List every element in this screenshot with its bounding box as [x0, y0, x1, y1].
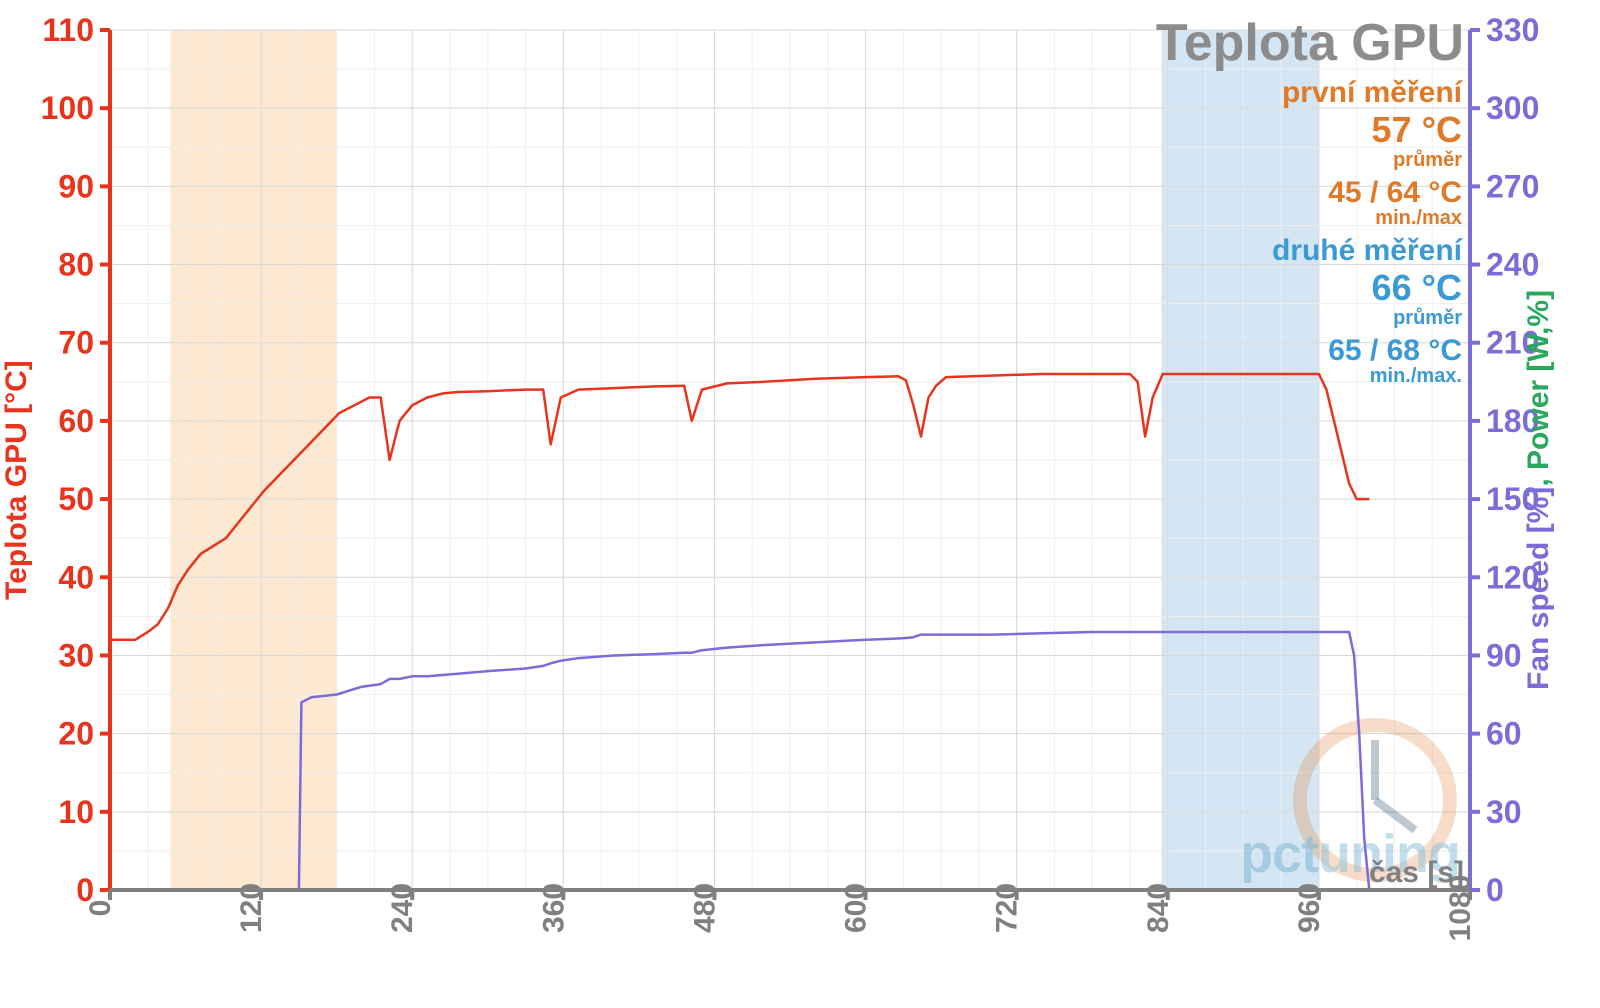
second-measurement-stats-minmax: 65 / 68 °C	[1328, 334, 1462, 367]
chart-svg: pctuning01020304050607080901001100306090…	[0, 0, 1600, 1008]
second-measurement-stats-header: druhé měření	[1272, 234, 1464, 267]
y-right-tick-label: 90	[1486, 637, 1522, 673]
gpu-temperature-chart: pctuning01020304050607080901001100306090…	[0, 0, 1600, 1008]
y-left-tick-label: 70	[58, 325, 94, 361]
y-left-tick-label: 100	[41, 90, 94, 126]
x-axis-title: čas [s]	[1369, 856, 1464, 889]
second-measurement-stats-minmax-label: min./max.	[1370, 365, 1462, 387]
y-left-tick-label: 80	[58, 247, 94, 283]
x-tick-label: 120	[235, 883, 268, 933]
first-measurement-stats-avg-label: průměr	[1393, 149, 1462, 171]
x-tick-label: 0	[84, 900, 117, 917]
x-tick-label: 840	[1142, 883, 1175, 933]
y-right-axis-title: Fan speed [%], Power [W,%]	[1522, 290, 1555, 690]
y-left-tick-label: 50	[58, 481, 94, 517]
x-tick-label: 360	[537, 883, 570, 933]
first-measurement-stats-avg: 57 °C	[1372, 109, 1462, 150]
y-left-axis-title: Teplota GPU [°C]	[0, 360, 33, 600]
x-tick-label: 960	[1293, 883, 1326, 933]
chart-title: Teplota GPU	[1156, 14, 1464, 72]
x-tick-label: 720	[991, 883, 1024, 933]
x-tick-label: 480	[688, 883, 721, 933]
y-right-tick-label: 330	[1486, 12, 1539, 48]
y-left-tick-label: 60	[58, 403, 94, 439]
second-measurement-stats-avg: 66 °C	[1372, 267, 1462, 308]
y-right-tick-label: 300	[1486, 90, 1539, 126]
y-right-tick-label: 30	[1486, 794, 1522, 830]
first-measurement-stats-header: první měření	[1282, 76, 1464, 109]
y-right-tick-label: 0	[1486, 872, 1504, 908]
y-right-tick-label: 60	[1486, 716, 1522, 752]
y-left-tick-label: 40	[58, 559, 94, 595]
x-tick-label: 240	[386, 883, 419, 933]
y-right-tick-label: 240	[1486, 247, 1539, 283]
first-measurement-stats-minmax-label: min./max	[1375, 207, 1462, 229]
second-measurement-stats-avg-label: průměr	[1393, 307, 1462, 329]
y-left-tick-label: 110	[42, 12, 94, 48]
y-left-tick-label: 30	[58, 637, 94, 673]
y-right-tick-label: 270	[1486, 168, 1539, 204]
y-left-tick-label: 90	[58, 168, 94, 204]
first-measurement-stats-minmax: 45 / 64 °C	[1328, 176, 1462, 209]
y-left-tick-label: 10	[58, 794, 94, 830]
x-tick-label: 600	[840, 883, 873, 933]
y-left-tick-label: 20	[58, 716, 94, 752]
